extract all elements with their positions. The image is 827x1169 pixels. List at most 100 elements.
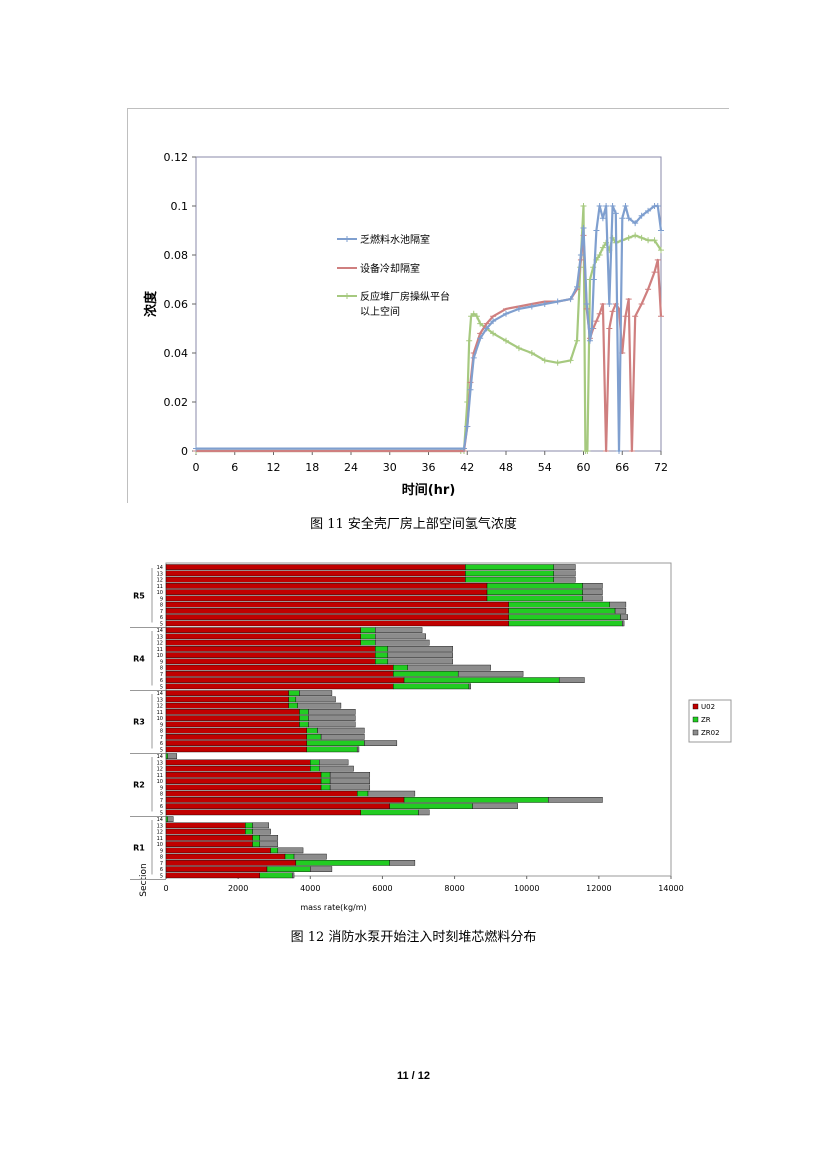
data-point [645,237,652,244]
bar-ZR [288,696,297,703]
bar-ZR [375,646,389,652]
bar-ZR [375,652,389,658]
bar-ZR [306,734,322,740]
x-tick-label: 0 [193,461,200,474]
row-label: 14 [157,691,163,697]
y-tick-label: 0.02 [164,396,189,409]
legend-label-1: 乏燃料水池隔室 [360,233,430,246]
row-label: 6 [160,678,163,684]
bar-ZR02 [277,847,304,854]
bar-U02 [165,702,289,709]
row-label: 5 [160,747,163,753]
data-point [470,310,477,317]
data-point [596,203,603,209]
bar-ZR02 [308,715,356,721]
bar-ZR02 [620,614,628,620]
data-point [554,359,561,366]
bar-ZR02 [308,709,356,715]
bar-ZR [270,847,279,854]
row-label: 8 [160,666,163,672]
series-line-1 [196,204,663,453]
data-point [622,203,629,209]
legend-label-2: 设备冷却隔室 [360,262,420,275]
data-point [541,357,548,364]
bar-ZR [310,765,320,772]
bar-U02 [165,822,246,829]
data-point [490,318,497,325]
x-axis-label: 时间(hr) [402,482,456,498]
data-point [464,423,471,430]
legend-label: ZR [701,716,711,724]
data-point [477,320,484,327]
data-point [470,354,477,361]
bar-ZR [403,797,549,803]
row-label: 7 [160,672,163,678]
figure-12-chart: 0 2000 4000 6000 8000 10000 12000 14000 mass rat… [130,562,732,912]
data-point [483,325,490,332]
row-label: 6 [160,867,163,873]
x-tick-label: 12000 [586,884,611,893]
row-label: 8 [160,855,163,861]
bar-U02 [165,690,289,696]
data-point [596,252,603,258]
group-label-R4: R4 [133,654,145,663]
bar-ZR [356,790,369,797]
bar-ZR [393,683,470,690]
bar-ZR02 [387,658,453,665]
data-point [645,207,652,214]
bar-ZR02 [472,803,518,809]
row-label: 11 [157,710,163,716]
bar-U02 [165,841,253,847]
data-point [574,283,581,290]
row-label: 6 [160,615,163,621]
row-label: 9 [160,722,163,728]
bar-ZR [375,658,389,665]
row-label: 14 [157,754,163,760]
bar-ZR [310,759,320,766]
bar-U02 [165,633,361,640]
bar-ZR02 [387,652,453,658]
bar-U02 [165,772,322,778]
x-tick-label: 2000 [228,884,248,893]
bar-ZR02 [387,646,453,652]
legend-swatch [692,716,699,723]
x-tick-label: 6 [231,461,238,474]
row-label: 10 [157,590,163,596]
bar-U02 [165,564,466,570]
bar-U02 [165,595,488,602]
bar-ZR [508,620,623,627]
x-tick-label: 30 [383,461,397,474]
row-label: 10 [157,842,163,848]
bar-ZR [360,809,419,816]
data-point [515,345,522,352]
legend: U02 ZR ZR02 [688,699,732,743]
row-label: 11 [157,836,163,842]
data-point [461,445,468,452]
row-label: 5 [160,621,163,627]
bar-ZR02 [252,828,271,835]
y-tick-label: 0.04 [164,347,189,360]
row-label: 11 [157,584,163,590]
data-point [658,247,664,254]
bar-ZR02 [319,759,349,766]
data-point [466,337,473,344]
bar-ZR02 [252,822,270,829]
bar-U02 [165,671,394,677]
bar-ZR [306,727,318,734]
bar-ZR [508,614,621,620]
data-point [577,252,584,258]
y-tick-label: 0 [181,445,188,458]
row-label: 14 [157,628,163,634]
row-label: 11 [157,647,163,653]
bar-ZR [252,841,260,847]
bar-ZR [389,803,473,809]
data-point [528,350,535,356]
bar-ZR02 [356,746,360,753]
bar-U02 [165,778,322,784]
x-tick-label: 60 [577,461,591,474]
row-label: 13 [157,571,163,577]
bar-ZR02 [367,790,416,797]
bar-U02 [165,614,509,620]
data-point [599,215,606,222]
x-tick-label: 12 [267,461,281,474]
